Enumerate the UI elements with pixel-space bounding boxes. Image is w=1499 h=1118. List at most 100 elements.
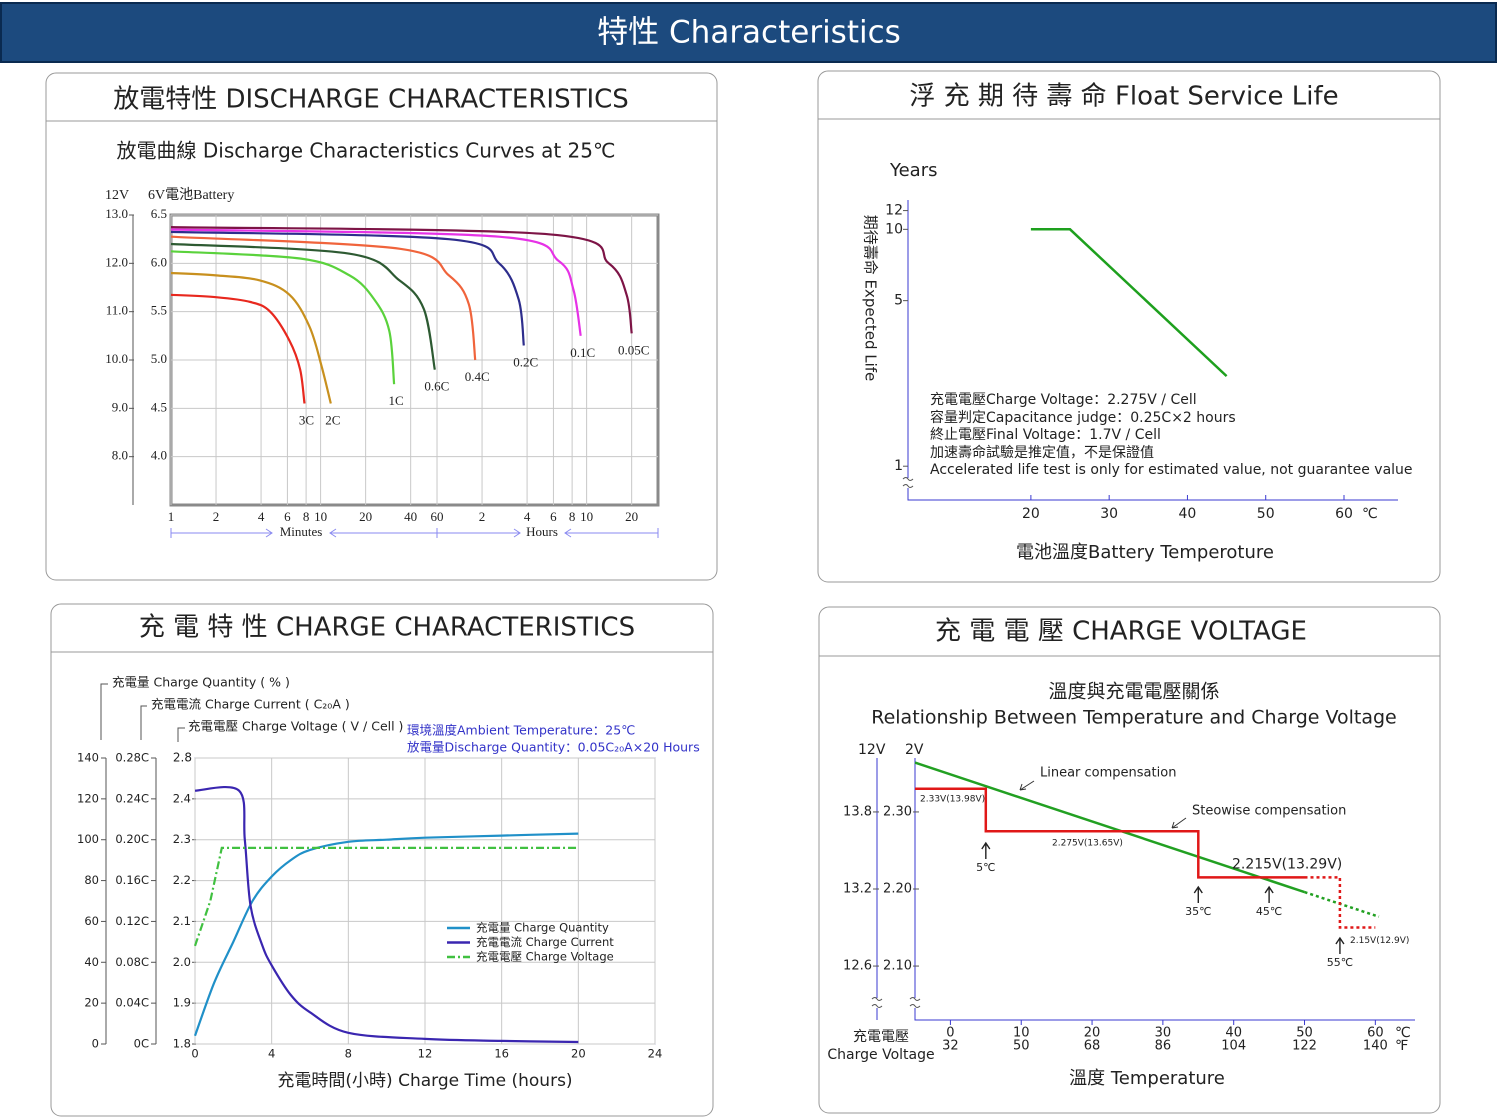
- y2-tick-label: 12.6: [843, 959, 872, 974]
- series-label: 0.6C: [424, 379, 449, 394]
- series-line: [1304, 876, 1376, 929]
- axis-label: 電池溫度Battery Temperoture: [1016, 542, 1274, 563]
- x-tick-label: 8: [345, 1047, 352, 1061]
- series-label: 3C: [299, 412, 314, 427]
- series-label: 1C: [389, 393, 404, 408]
- series-line: [170, 250, 396, 385]
- x-tick-label: 30: [1155, 1026, 1172, 1041]
- y-tick-label: 1: [894, 458, 903, 474]
- y-tick-label: 0: [92, 1037, 99, 1051]
- x-tick-label: 2: [213, 509, 220, 524]
- axis-label: 12V: [105, 188, 129, 203]
- x-tick-label: 50: [1257, 506, 1275, 522]
- series-line: [915, 787, 1305, 879]
- series-line: [1030, 228, 1228, 378]
- y-tick-label: 10.0: [105, 351, 128, 366]
- y3-tick-label: 1.8: [173, 1037, 191, 1051]
- x-tick-label: 8: [569, 509, 576, 524]
- temperature-label: 5℃: [976, 861, 995, 874]
- y-tick-label: 9.0: [112, 399, 128, 414]
- x-tick-label: 1: [168, 509, 175, 524]
- level-label: 2.15V(12.9V): [1350, 936, 1409, 946]
- series-name: Linear compensation: [1040, 766, 1176, 781]
- panel-title: 放電特性 DISCHARGE CHARACTERISTICS: [113, 85, 629, 115]
- y2-tick-label: 4.0: [151, 448, 167, 463]
- axis-title: Years: [889, 160, 938, 181]
- header-bar: [0, 2, 1497, 63]
- header-title: 特性 Characteristics: [597, 15, 901, 51]
- y2-tick-label: 0.28C: [115, 751, 149, 765]
- y2-tick-label: 13.8: [843, 804, 872, 819]
- panel: [50, 603, 714, 1117]
- y-tick-label: 8.0: [112, 448, 128, 463]
- y3-tick-label: 1.9: [173, 996, 191, 1010]
- pointer-arrow: [1019, 780, 1035, 791]
- x-tick-label: 30: [1100, 506, 1118, 522]
- y2-tick-label: 5.5: [151, 303, 167, 318]
- axis-title: 充電電壓: [853, 1029, 909, 1045]
- level-label: 2.215V(13.29V): [1232, 856, 1342, 872]
- y-tick-label: 2.20: [883, 882, 912, 897]
- range-arrows: [170, 528, 659, 538]
- y-tick-label: 2.30: [883, 804, 912, 819]
- annotation: 環境溫度Ambient Temperature：25℃: [407, 723, 635, 738]
- temperature-label: 55℃: [1327, 956, 1353, 969]
- x-tick-label: 20: [625, 509, 638, 524]
- annotation: 容量判定Capacitance judge：0.25C×2 hours: [930, 409, 1236, 426]
- y-tick-label: 80: [84, 873, 99, 887]
- y-tick-label: 12: [885, 203, 903, 219]
- legend-label: 充電量 Charge Quantity: [476, 921, 609, 935]
- x2-tick-label: 68: [1084, 1039, 1101, 1054]
- x-tick-label: 60: [431, 509, 444, 524]
- legend-label: 充電電壓 Charge Voltage: [476, 950, 614, 964]
- x-tick-label: 10: [314, 509, 327, 524]
- x-tick-label: 20: [359, 509, 372, 524]
- x-tick-label: 10: [1013, 1026, 1030, 1041]
- subtitle: Relationship Between Temperature and Cha…: [871, 707, 1397, 729]
- axis-lines: [871, 758, 1415, 1021]
- y-tick-label: 140: [77, 751, 99, 765]
- x-tick-label: 20: [1022, 506, 1040, 522]
- level-label: 2.275V(13.65V): [1052, 839, 1123, 849]
- series-line: [170, 235, 477, 361]
- axis-label: 溫度 Temperature: [1069, 1068, 1225, 1089]
- y2-tick-label: 0.16C: [115, 873, 149, 887]
- axis-label: 2V: [905, 742, 924, 758]
- subtitle: 溫度與充電電壓關係: [1048, 681, 1219, 703]
- series-line: [170, 271, 332, 404]
- y2-tick-label: 6.5: [151, 206, 167, 221]
- axis-lines: [902, 200, 1398, 501]
- series-label: 0.05C: [618, 342, 649, 357]
- series-line: [170, 228, 582, 336]
- panel-title: 浮 充 期 待 壽 命 Float Service Life: [909, 82, 1338, 112]
- panel: [817, 70, 1441, 583]
- axis-label: Hours: [526, 524, 558, 539]
- x-tick-label: 20: [571, 1047, 586, 1061]
- annotation: 放電量Discharge Quantity：0.05C₂₀A×20 Hours: [407, 740, 700, 755]
- x-tick-label: 60: [1335, 506, 1353, 522]
- y3-tick-label: 2.1: [173, 914, 191, 928]
- pointer-arrow: [1171, 817, 1187, 829]
- y3-tick-label: 2.0: [173, 955, 191, 969]
- temperature-arrow: [1264, 885, 1274, 903]
- axis-label: 充電電壓 Charge Voltage ( V / Cell ): [188, 719, 403, 734]
- x2-tick-label: 32: [942, 1039, 959, 1054]
- annotation: 充電電壓Charge Voltage：2.275V / Cell: [930, 392, 1197, 408]
- series-label: 0.1C: [570, 345, 595, 360]
- x-tick-label: 16: [494, 1047, 509, 1061]
- x-tick-label: 20: [1084, 1026, 1101, 1041]
- x-tick-label: 6: [284, 509, 291, 524]
- axis-title: Charge Voltage: [827, 1047, 934, 1063]
- x2-tick-label: 122: [1292, 1039, 1317, 1054]
- series-line: [193, 846, 579, 947]
- annotation: Accelerated life test is only for estima…: [930, 462, 1413, 478]
- axis-label: 6V電池Battery: [148, 187, 234, 203]
- x-tick-label: 4: [524, 509, 531, 524]
- axis-unit: ℉: [1395, 1038, 1408, 1054]
- panel-title: 充 電 電 壓 CHARGE VOLTAGE: [935, 617, 1307, 647]
- series-label: 2C: [325, 412, 340, 427]
- y2-tick-label: 0.24C: [115, 791, 149, 805]
- x-tick-label: 60: [1367, 1026, 1384, 1041]
- axis-brackets: [100, 683, 185, 1044]
